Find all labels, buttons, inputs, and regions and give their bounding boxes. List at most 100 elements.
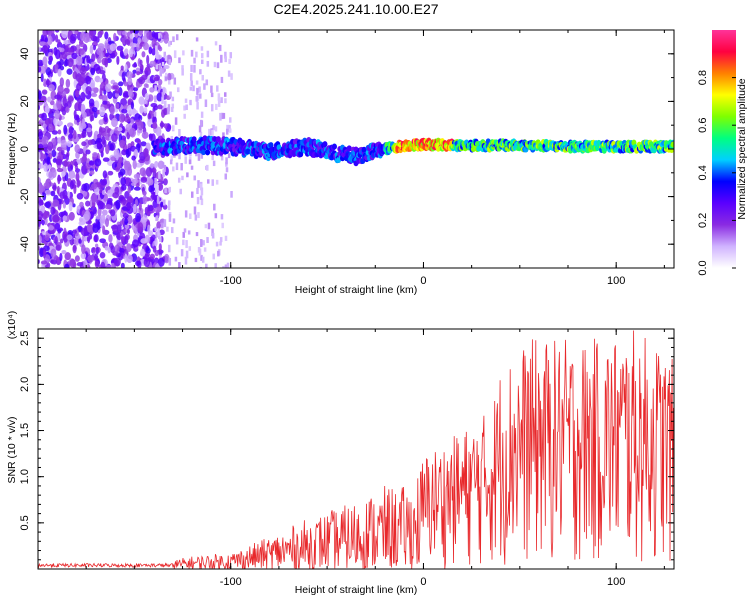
noise-speckle	[208, 128, 211, 137]
noise-speckle	[179, 188, 182, 195]
noise-speckle	[44, 37, 49, 43]
noise-speckle	[51, 169, 57, 178]
noise-speckle	[64, 45, 69, 53]
signal-cell	[670, 141, 674, 148]
noise-speckle	[150, 103, 158, 108]
noise-speckle	[87, 254, 94, 263]
x-tick-label: -100	[220, 275, 242, 287]
noise-speckle	[104, 57, 109, 68]
noise-speckle	[158, 170, 161, 179]
noise-speckle	[40, 73, 44, 83]
noise-speckle	[142, 190, 147, 196]
noise-speckle	[119, 220, 125, 225]
noise-speckle	[161, 96, 164, 104]
noise-speckle	[147, 205, 154, 212]
noise-speckle	[59, 238, 64, 244]
noise-speckle	[52, 199, 60, 207]
noise-speckle	[74, 144, 80, 153]
noise-speckle	[126, 84, 131, 91]
noise-speckle	[89, 170, 95, 175]
noise-speckle	[133, 173, 141, 179]
noise-speckle	[146, 54, 150, 65]
noise-speckle	[76, 192, 84, 200]
noise-speckle	[48, 171, 53, 179]
spectrogram-axis-ticks	[38, 29, 674, 269]
y-tick-label: 20	[19, 95, 31, 107]
noise-speckle	[178, 151, 181, 160]
noise-speckle	[129, 33, 134, 39]
noise-speckle	[44, 201, 51, 209]
noise-speckle	[161, 69, 164, 74]
noise-speckle	[196, 196, 200, 205]
noise-speckle	[55, 158, 63, 166]
noise-speckle	[143, 148, 149, 158]
noise-speckle	[83, 210, 91, 221]
noise-speckle	[188, 246, 192, 251]
noise-speckle	[202, 240, 205, 246]
noise-speckle	[68, 126, 74, 135]
noise-speckle	[225, 128, 229, 135]
noise-speckle	[99, 252, 106, 259]
noise-speckle	[192, 85, 195, 92]
noise-speckle	[127, 186, 132, 194]
noise-speckle	[46, 78, 50, 86]
noise-speckle	[102, 225, 106, 235]
noise-speckle	[105, 83, 112, 93]
noise-speckle	[101, 209, 108, 216]
y-tick-label: 2.5	[19, 331, 31, 346]
noise-speckle	[173, 50, 177, 59]
noise-speckle	[141, 131, 149, 139]
noise-speckle	[203, 83, 206, 90]
noise-speckle	[113, 148, 120, 159]
noise-speckle	[86, 223, 93, 233]
x-tick-label: 100	[607, 576, 625, 588]
noise-speckle	[230, 73, 233, 80]
noise-speckle	[205, 263, 208, 268]
noise-speckle	[171, 103, 175, 109]
noise-speckle	[196, 87, 199, 95]
noise-speckle	[64, 252, 71, 261]
noise-speckle	[168, 59, 171, 66]
signal-cell	[205, 149, 211, 156]
noise-speckle	[98, 119, 104, 126]
noise-speckle	[123, 49, 128, 56]
noise-speckle	[195, 37, 199, 42]
noise-speckle	[117, 127, 123, 132]
noise-speckle	[168, 186, 171, 193]
noise-speckle	[130, 141, 135, 148]
noise-speckle	[113, 257, 121, 267]
noise-speckle	[57, 228, 62, 234]
noise-speckle	[197, 247, 201, 253]
noise-speckle	[120, 262, 125, 268]
noise-speckle	[145, 247, 151, 254]
noise-speckle	[194, 257, 198, 263]
noise-speckle	[52, 214, 59, 223]
noise-speckle	[227, 153, 231, 159]
noise-speckle	[155, 64, 158, 70]
noise-speckle	[155, 182, 158, 190]
noise-speckle	[99, 184, 104, 194]
noise-speckle	[146, 31, 154, 40]
noise-speckle	[178, 262, 181, 268]
noise-speckle	[101, 135, 106, 145]
noise-speckle	[154, 237, 158, 247]
noise-speckle	[139, 59, 143, 66]
noise-speckle	[81, 155, 87, 162]
noise-speckle	[76, 178, 81, 188]
noise-speckle	[161, 61, 165, 66]
noise-speckle	[68, 170, 76, 179]
noise-speckle	[63, 233, 68, 243]
noise-speckle	[97, 220, 101, 231]
noise-speckle	[169, 159, 173, 165]
noise-speckle	[114, 244, 120, 253]
noise-speckle	[143, 107, 148, 114]
noise-speckle	[85, 76, 92, 85]
noise-speckle	[140, 64, 144, 70]
y-tick-label: -40	[19, 236, 31, 252]
noise-speckle	[115, 199, 121, 210]
noise-speckle	[212, 160, 216, 167]
noise-speckle	[194, 214, 198, 221]
noise-speckle	[157, 44, 162, 50]
noise-speckle	[193, 206, 197, 215]
noise-speckle	[104, 31, 109, 40]
